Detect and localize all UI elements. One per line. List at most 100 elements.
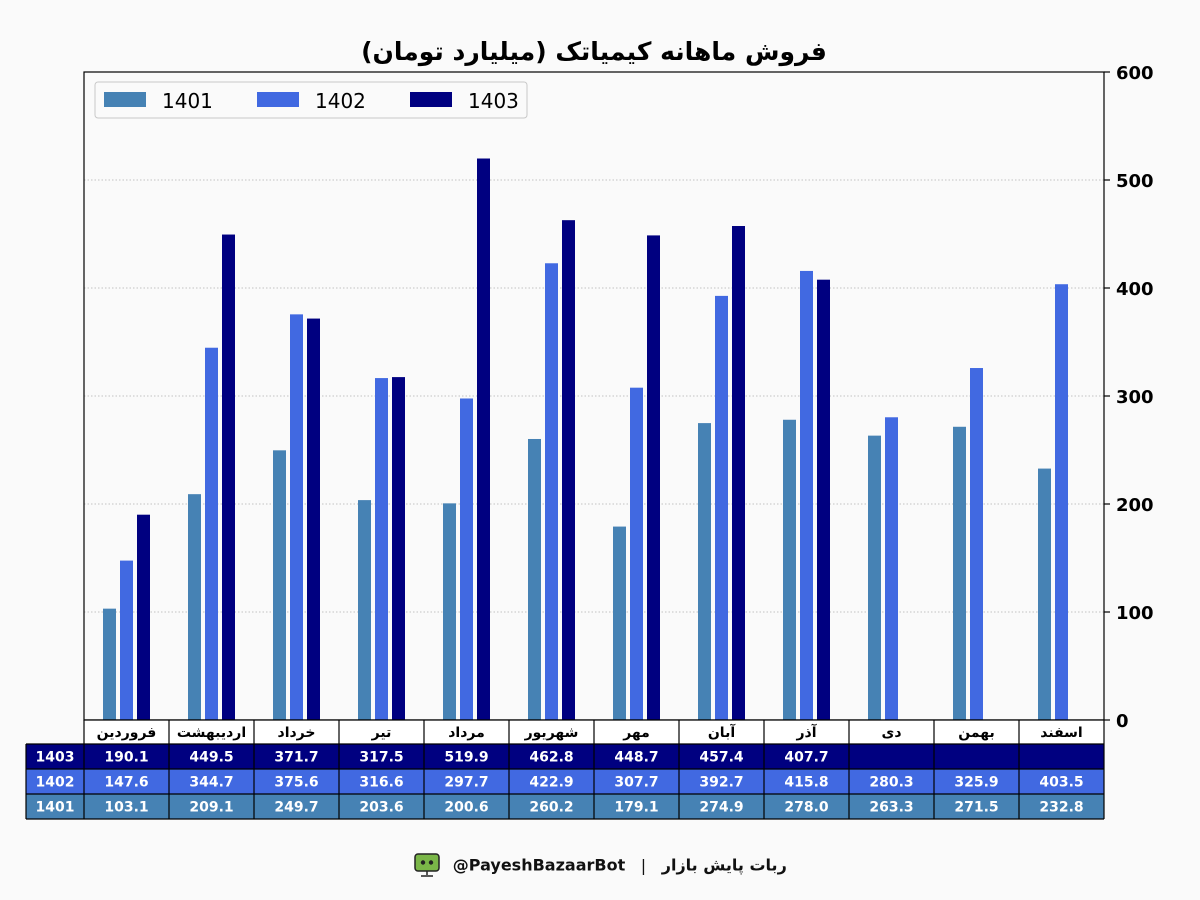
table-header-4: تیر: [371, 725, 392, 741]
bar-1402-7: [630, 387, 643, 720]
bar-1402-5: [460, 398, 473, 720]
table-cell-1402-2: 344.7: [189, 775, 233, 791]
bar-1401-11: [953, 426, 966, 720]
table-header-3: خرداد: [278, 725, 316, 741]
y-tick-label: 200: [1116, 495, 1154, 516]
bar-1401-5: [443, 503, 456, 720]
table-cell-1401-7: 179.1: [614, 800, 658, 816]
bot-name: ربات پایش بازار: [661, 855, 787, 875]
table-cell-1402-5: 297.7: [444, 775, 488, 791]
bar-1402-8: [715, 295, 728, 720]
table-cell-1403-3: 371.7: [274, 750, 318, 766]
y-tick-label: 500: [1116, 171, 1154, 192]
bar-1402-4: [375, 378, 388, 720]
table-cell-1401-5: 200.6: [444, 800, 488, 816]
bar-1402-11: [970, 368, 983, 720]
table-header-9: آذر: [795, 723, 817, 741]
bar-1403-4: [392, 377, 405, 720]
grid: [84, 179, 1104, 613]
bar-1402-3: [290, 314, 303, 720]
bar-1401-1: [103, 608, 116, 720]
y-tick-label: 600: [1116, 63, 1154, 84]
table-cell-1402-7: 307.7: [614, 775, 658, 791]
bar-1403-6: [562, 220, 575, 720]
table-cell-1402-1: 147.6: [104, 775, 148, 791]
table-row-bg-1401: [26, 794, 1104, 819]
bar-1402-2: [205, 347, 218, 720]
table-cell-1402-6: 422.9: [529, 775, 573, 791]
table-cell-1401-9: 278.0: [784, 800, 829, 816]
legend-box: [94, 81, 528, 119]
table-cell-1401-3: 249.7: [274, 800, 318, 816]
legend-label-1403: 1403: [468, 89, 519, 113]
bar-1401-4: [358, 500, 371, 720]
bars: [103, 158, 1068, 721]
legend-label-1401: 1401: [162, 89, 213, 113]
legend-swatch-1401: [104, 92, 146, 107]
table-cell-1401-10: 263.3: [869, 800, 913, 816]
table-cell-1402-8: 392.7: [699, 775, 743, 791]
bar-1403-8: [732, 226, 745, 720]
table-row-label-1401: 1401: [36, 800, 75, 816]
table-header-11: بهمن: [958, 725, 994, 741]
plot-frame: [83, 71, 1105, 721]
bar-1403-5: [477, 158, 490, 720]
table-cell-1403-1: 190.1: [104, 750, 148, 766]
table-cell-1402-4: 316.6: [359, 775, 403, 791]
legend-swatch-1403: [410, 92, 452, 107]
table-cell-1401-8: 274.9: [699, 800, 743, 816]
bar-1401-12: [1038, 468, 1051, 720]
table-header-8: آبان: [708, 723, 736, 741]
table-cell-1403-9: 407.7: [784, 750, 828, 766]
bar-1402-9: [800, 270, 813, 720]
bar-1403-7: [647, 235, 660, 721]
table-cell-1402-9: 415.8: [784, 775, 828, 791]
y-axis: 0 100 200 300 400 500 600: [1104, 63, 1154, 732]
bar-1403-1: [137, 514, 150, 720]
y-tick-label: 400: [1116, 279, 1154, 300]
table-cell-1403-6: 462.8: [529, 750, 573, 766]
table-header-6: شهریور: [524, 725, 579, 741]
table-cell-1402-10: 280.3: [869, 775, 913, 791]
data-table: فروردین اردیبهشت خرداد تیر مرداد شهریور مهر آبا…: [25, 719, 1105, 820]
footer-separator: |: [640, 855, 647, 875]
table-cell-1401-1: 103.1: [104, 800, 148, 816]
bot-handle[interactable]: @PayeshBazaarBot: [452, 855, 626, 875]
bar-1401-7: [613, 526, 626, 720]
chart-title: فروش ماهانه کیمیاتک (میلیارد تومان): [361, 37, 827, 67]
table-row-bg-1403: [26, 744, 1104, 769]
table-cell-1403-5: 519.9: [444, 750, 488, 766]
table-header-1: فروردین: [97, 725, 157, 741]
table-cell-1403-4: 317.5: [359, 750, 403, 766]
bar-1403-9: [817, 279, 830, 720]
table-cell-1403-2: 449.5: [189, 750, 233, 766]
table-row-bg-1402: [26, 769, 1104, 794]
bar-1402-1: [120, 560, 133, 720]
legend-label-1402: 1402: [315, 89, 366, 113]
table-header-12: اسفند: [1040, 725, 1082, 741]
legend: 1401 1402 1403: [94, 81, 528, 119]
bar-1401-9: [783, 419, 796, 720]
table-header-5: مرداد: [448, 725, 485, 741]
bar-1402-10: [885, 417, 898, 720]
y-tick-label: 0: [1116, 711, 1129, 732]
y-tick-label: 300: [1116, 387, 1154, 408]
table-cell-1401-12: 232.8: [1039, 800, 1083, 816]
bar-1403-2: [222, 234, 235, 721]
table-row-label-1402: 1402: [36, 775, 75, 791]
table-cell-1401-6: 260.2: [529, 800, 573, 816]
table-header-2: اردیبهشت: [177, 725, 246, 741]
legend-swatch-1402: [257, 92, 299, 107]
table-cell-1401-4: 203.6: [359, 800, 403, 816]
robot-icon: [414, 853, 440, 877]
table-cell-1402-12: 403.5: [1039, 775, 1083, 791]
table-cell-1403-7: 448.7: [614, 750, 658, 766]
table-row-label-1403: 1403: [36, 750, 75, 766]
table-header-10: دی: [881, 725, 901, 741]
table-cell-1402-3: 375.6: [274, 775, 318, 791]
bar-1401-3: [273, 450, 286, 720]
table-cell-1401-11: 271.5: [954, 800, 998, 816]
bar-1401-6: [528, 438, 541, 720]
table-cell-1403-8: 457.4: [699, 750, 744, 766]
